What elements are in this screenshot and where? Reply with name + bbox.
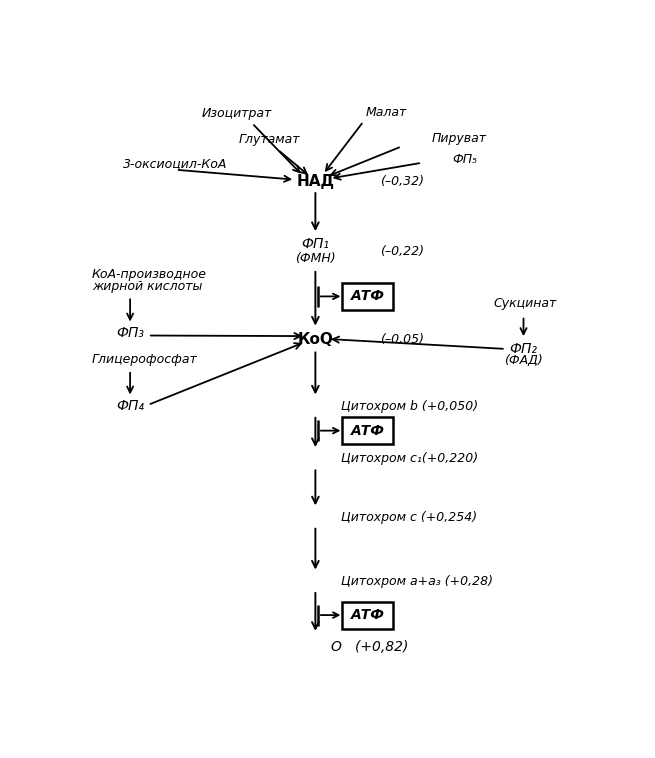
Text: ФП₃: ФП₃: [116, 326, 144, 340]
Text: Пируват: Пируват: [432, 133, 487, 146]
Text: 3-оксиоцил-КоА: 3-оксиоцил-КоА: [122, 157, 227, 170]
FancyBboxPatch shape: [343, 283, 392, 310]
Text: ФП₄: ФП₄: [116, 399, 144, 413]
Text: Цитохром b (+0,050): Цитохром b (+0,050): [341, 399, 478, 412]
Text: АТФ: АТФ: [350, 608, 384, 622]
Text: ФП₁: ФП₁: [301, 237, 329, 252]
Text: Цитохром c (+0,254): Цитохром c (+0,254): [341, 511, 477, 524]
Text: (–0,32): (–0,32): [380, 175, 424, 188]
Text: (–0,05): (–0,05): [380, 333, 424, 346]
Text: Цитохром a+a₃ (+0,28): Цитохром a+a₃ (+0,28): [341, 575, 493, 587]
Text: Глицерофосфат: Глицерофосфат: [92, 353, 198, 366]
Text: жирной кислоты: жирной кислоты: [92, 280, 202, 293]
Text: АТФ: АТФ: [350, 290, 384, 303]
Text: ФП₅: ФП₅: [453, 153, 477, 166]
FancyBboxPatch shape: [343, 602, 392, 628]
Text: (ФАД): (ФАД): [504, 354, 543, 367]
Text: НАД: НАД: [296, 174, 335, 189]
Text: Изоцитрат: Изоцитрат: [202, 107, 272, 120]
Text: КоQ: КоQ: [297, 331, 333, 346]
Text: ФП₂: ФП₂: [510, 342, 538, 356]
Text: КоА-производное: КоА-производное: [92, 268, 207, 281]
Text: Малат: Малат: [366, 106, 407, 119]
FancyBboxPatch shape: [343, 417, 392, 444]
Text: Цитохром c₁(+0,220): Цитохром c₁(+0,220): [341, 453, 478, 465]
Text: (–0,22): (–0,22): [380, 245, 424, 258]
Text: O   (+0,82): O (+0,82): [331, 640, 408, 653]
Text: (ФМН): (ФМН): [295, 252, 336, 265]
Text: АТФ: АТФ: [350, 424, 384, 437]
Text: Сукцинат: Сукцинат: [493, 297, 556, 311]
Text: Глутамат: Глутамат: [239, 133, 301, 146]
